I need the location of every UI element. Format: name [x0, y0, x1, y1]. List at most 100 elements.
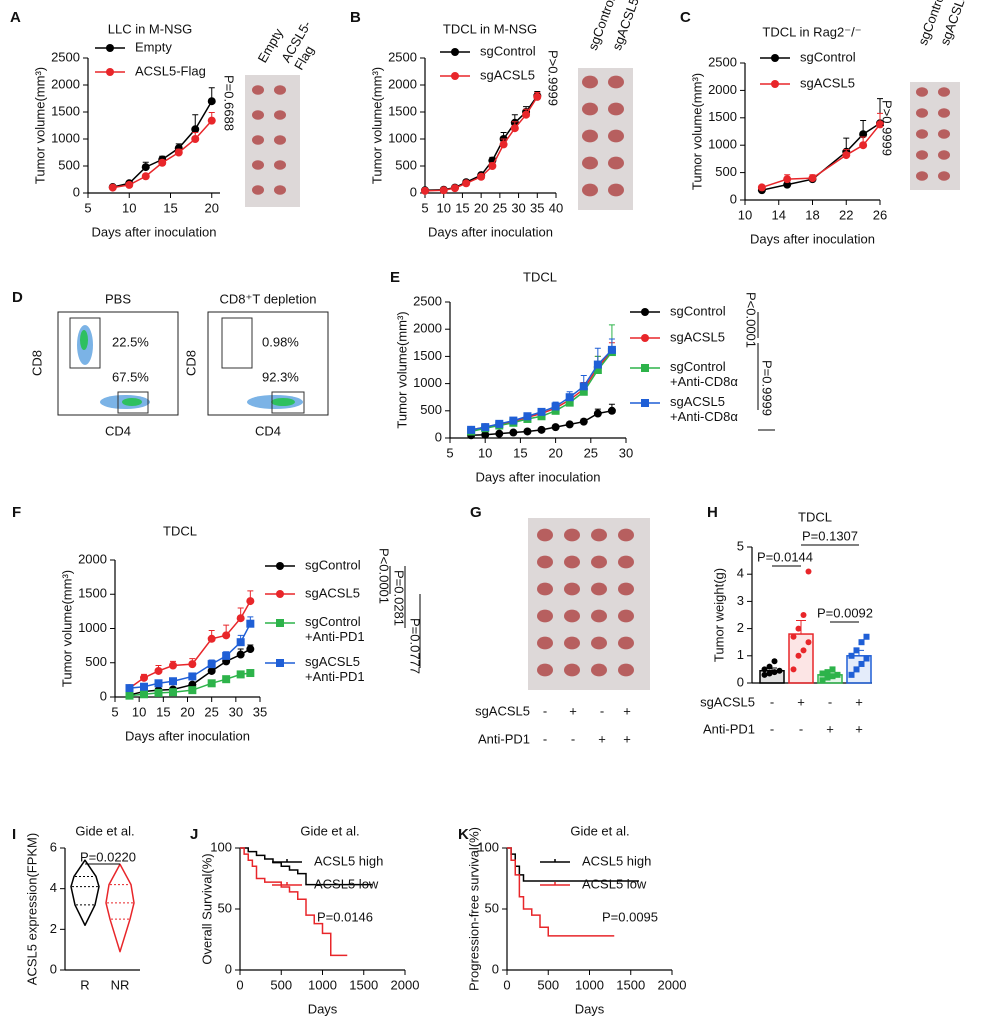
marker [509, 428, 518, 437]
gate-percent: 67.5% [112, 369, 149, 384]
y-tick-label: 1000 [413, 375, 442, 390]
marker [805, 639, 812, 646]
y-tick-label: 0 [73, 184, 80, 199]
marker [761, 666, 768, 673]
legend-label: sgControl [800, 49, 856, 64]
y-tick-label: 100 [477, 839, 499, 854]
panel-letter: J [190, 826, 198, 843]
sign: - [600, 703, 604, 718]
marker [761, 671, 768, 678]
marker [607, 406, 616, 415]
marker [579, 387, 588, 396]
x-tick-label: 35 [253, 704, 267, 719]
panel-letter: K [458, 826, 469, 843]
marker [795, 652, 802, 659]
y-tick-label: 0 [50, 961, 57, 976]
x-tick-label: 25 [493, 200, 507, 215]
x-tick-label: 10 [122, 200, 136, 215]
tumor [274, 110, 286, 120]
tumor [564, 609, 580, 623]
tumor [608, 183, 624, 197]
marker [790, 666, 797, 673]
marker [551, 402, 560, 411]
marker [876, 120, 884, 129]
p-value: P=0.0095 [602, 909, 658, 924]
tumor [252, 135, 264, 145]
y-tick-label: 100 [210, 839, 232, 854]
legend-line [540, 859, 570, 863]
y-tick-label: 1500 [708, 109, 737, 124]
marker [783, 175, 792, 184]
tumor [537, 582, 553, 596]
sign: + [598, 731, 606, 746]
legend-label: sgACSL5 [800, 75, 855, 90]
marker [140, 673, 148, 682]
marker [207, 666, 216, 675]
marker [771, 658, 778, 665]
panel-letter: D [12, 289, 23, 306]
sign: + [623, 731, 631, 746]
legend-marker [641, 364, 649, 372]
marker [140, 690, 148, 699]
sign: + [797, 694, 805, 709]
x-axis-label: Days after inoculation [125, 728, 250, 743]
x-tick-label: 10 [738, 207, 752, 222]
p-value: P=0.0092 [817, 605, 873, 620]
p-value: P=0.0777 [408, 618, 423, 674]
sign: - [799, 721, 803, 736]
flow-title: PBS [105, 291, 131, 306]
x-tick-label: 20 [205, 200, 219, 215]
tumor [938, 129, 950, 139]
row-label: sgACSL5 [475, 703, 530, 718]
marker [579, 417, 588, 426]
tumor [608, 129, 624, 143]
marker [141, 163, 150, 172]
y-tick-label: 1 [737, 647, 744, 662]
marker [207, 97, 216, 106]
chart-title: TDCL [798, 509, 832, 524]
legend-label: sgControl [305, 557, 361, 572]
tumor [591, 582, 607, 596]
y-axis-label: Overall Survival(%) [199, 853, 214, 964]
survival-curve [507, 847, 615, 937]
marker [863, 655, 870, 662]
marker [125, 691, 134, 700]
tumor [274, 135, 286, 145]
y-tick-label: 1000 [388, 130, 417, 145]
marker [859, 141, 868, 150]
photo-label: ACSL5-Flag [279, 18, 328, 72]
x-tick-label: 30 [619, 445, 633, 460]
tumor [591, 636, 607, 650]
y-tick-label: 2000 [51, 76, 80, 91]
marker [790, 633, 797, 640]
panel-letter: F [12, 504, 21, 521]
tumor [591, 663, 607, 677]
marker [169, 661, 177, 670]
y-tick-label: 1000 [78, 620, 107, 635]
marker [829, 666, 836, 673]
x-tick-label: 10 [478, 445, 492, 460]
panel-letter: C [680, 9, 691, 26]
y-tick-label: 500 [85, 654, 107, 669]
gate-percent: 92.3% [262, 369, 299, 384]
tumor [618, 582, 634, 596]
marker [858, 660, 865, 667]
y-axis-label: Tumor weight(g) [711, 568, 726, 662]
x-tick-label: 20 [548, 445, 562, 460]
sign: + [623, 703, 631, 718]
marker [236, 614, 245, 623]
x-tick-label: 18 [805, 207, 819, 222]
y-tick-label: 5 [737, 538, 744, 553]
gate [221, 317, 253, 369]
legend-marker [771, 80, 779, 88]
y-axis-label: Tumor volume(mm³) [689, 73, 704, 190]
tumor [252, 85, 264, 95]
marker [863, 633, 870, 640]
x-tick-label: 25 [204, 704, 218, 719]
marker [140, 682, 148, 691]
marker [607, 345, 616, 354]
legend-line [272, 859, 302, 863]
chart-title: TDCL [523, 269, 557, 284]
marker [188, 672, 197, 681]
panel-letter: H [707, 504, 718, 521]
